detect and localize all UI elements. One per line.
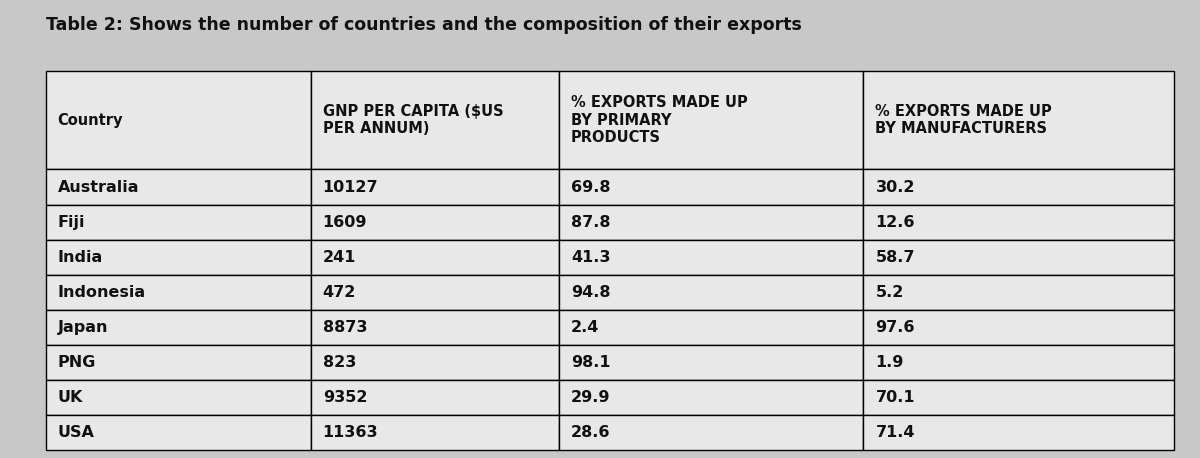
Text: 472: 472 (323, 285, 356, 300)
Text: PNG: PNG (58, 355, 96, 370)
Text: USA: USA (58, 425, 95, 441)
Text: 823: 823 (323, 355, 356, 370)
Text: Fiji: Fiji (58, 215, 85, 229)
Text: 11363: 11363 (323, 425, 378, 441)
Text: Indonesia: Indonesia (58, 285, 145, 300)
Text: Australia: Australia (58, 180, 139, 195)
Text: 30.2: 30.2 (876, 180, 914, 195)
Text: 87.8: 87.8 (571, 215, 611, 229)
Text: 70.1: 70.1 (876, 390, 914, 405)
Text: 29.9: 29.9 (571, 390, 611, 405)
Text: 8873: 8873 (323, 320, 367, 335)
Text: Table 2: Shows the number of countries and the composition of their exports: Table 2: Shows the number of countries a… (46, 16, 802, 34)
Text: % EXPORTS MADE UP
BY PRIMARY
PRODUCTS: % EXPORTS MADE UP BY PRIMARY PRODUCTS (571, 95, 748, 145)
Text: 9352: 9352 (323, 390, 367, 405)
Text: 58.7: 58.7 (876, 250, 914, 265)
Text: 71.4: 71.4 (876, 425, 914, 441)
Text: 28.6: 28.6 (571, 425, 611, 441)
Text: 98.1: 98.1 (571, 355, 611, 370)
Text: 2.4: 2.4 (571, 320, 599, 335)
Text: % EXPORTS MADE UP
BY MANUFACTURERS: % EXPORTS MADE UP BY MANUFACTURERS (876, 104, 1052, 136)
Text: 69.8: 69.8 (571, 180, 611, 195)
Text: 41.3: 41.3 (571, 250, 611, 265)
Text: 241: 241 (323, 250, 356, 265)
Text: GNP PER CAPITA ($US
PER ANNUM): GNP PER CAPITA ($US PER ANNUM) (323, 104, 503, 136)
Text: India: India (58, 250, 103, 265)
Text: 97.6: 97.6 (876, 320, 914, 335)
Text: UK: UK (58, 390, 83, 405)
Text: Japan: Japan (58, 320, 108, 335)
Text: 94.8: 94.8 (571, 285, 611, 300)
Text: 1.9: 1.9 (876, 355, 904, 370)
Text: Country: Country (58, 113, 124, 128)
Text: 5.2: 5.2 (876, 285, 904, 300)
Text: 10127: 10127 (323, 180, 378, 195)
Text: 1609: 1609 (323, 215, 367, 229)
Text: 12.6: 12.6 (876, 215, 914, 229)
